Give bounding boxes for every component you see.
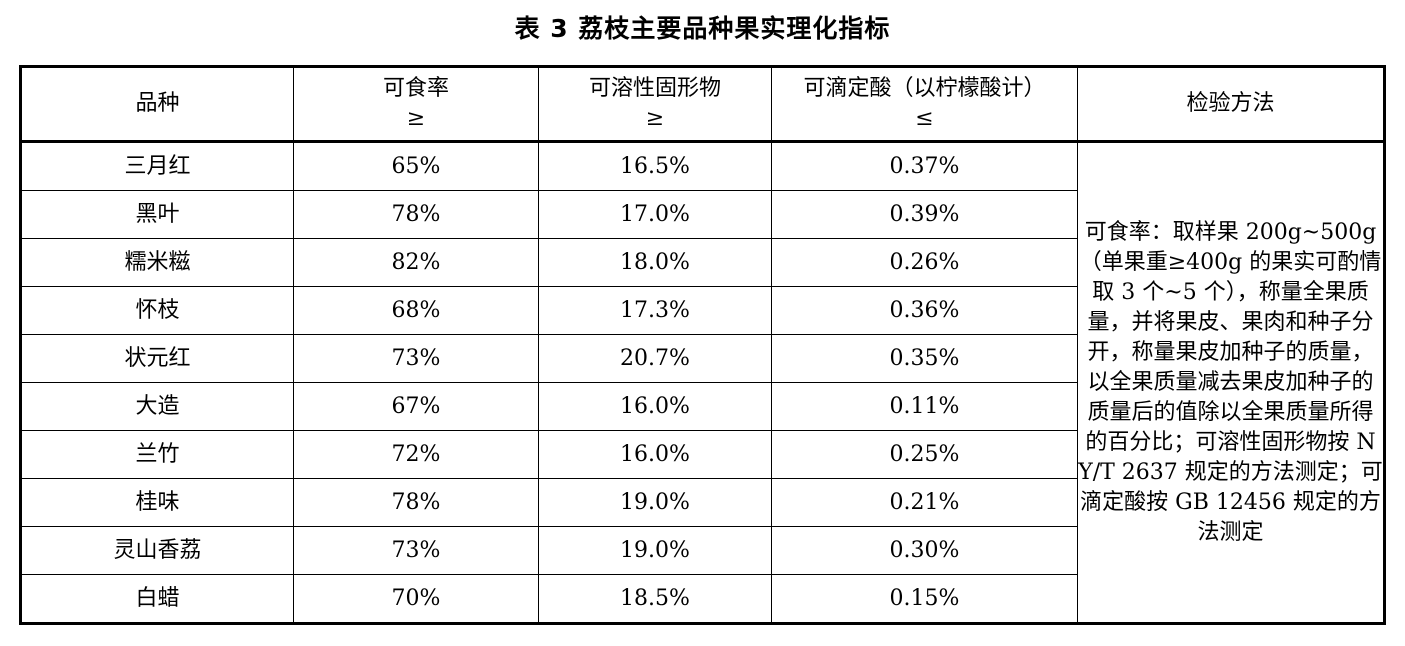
cell-soluble-solids: 16.0% xyxy=(538,430,772,479)
cell-soluble-solids: 16.0% xyxy=(538,382,772,431)
lychee-spec-table: 品种 可食率 ≥ 可溶性固形物 ≥ 可滴定酸（以柠檬酸计） ≤ 检验方法 三月红… xyxy=(19,65,1386,625)
header-edible-rate-symbol: ≥ xyxy=(406,106,426,131)
cell-variety: 怀枝 xyxy=(20,286,294,335)
cell-titratable-acid: 0.26% xyxy=(771,238,1078,287)
table-row: 兰竹 72% 16.0% 0.25% xyxy=(20,430,1385,479)
cell-soluble-solids: 18.5% xyxy=(538,574,772,624)
cell-titratable-acid: 0.37% xyxy=(771,141,1078,191)
header-variety: 品种 xyxy=(20,66,294,143)
cell-edible-rate: 78% xyxy=(293,190,539,239)
header-soluble-solids-symbol: ≥ xyxy=(645,106,665,131)
header-titratable-acid-symbol: ≤ xyxy=(915,106,934,131)
cell-titratable-acid: 0.21% xyxy=(771,478,1078,527)
cell-variety: 灵山香荔 xyxy=(20,526,294,575)
cell-titratable-acid: 0.11% xyxy=(771,382,1078,431)
cell-soluble-solids: 19.0% xyxy=(538,478,772,527)
cell-soluble-solids: 16.5% xyxy=(538,141,772,191)
table-row: 三月红 65% 16.5% 0.37% 可食率：取样果 200g~500g（单果… xyxy=(20,141,1385,624)
cell-titratable-acid: 0.39% xyxy=(771,190,1078,239)
cell-soluble-solids: 20.7% xyxy=(538,334,772,383)
header-titratable-acid: 可滴定酸（以柠檬酸计） ≤ xyxy=(771,66,1078,143)
cell-variety: 状元红 xyxy=(20,334,294,383)
table-title: 表 3 荔枝主要品种果实理化指标 xyxy=(514,14,891,43)
cell-variety: 大造 xyxy=(20,382,294,431)
cell-titratable-acid: 0.30% xyxy=(771,526,1078,575)
cell-variety: 白蜡 xyxy=(20,574,294,624)
cell-variety: 兰竹 xyxy=(20,430,294,479)
header-edible-rate-label: 可食率 xyxy=(382,76,449,101)
cell-variety: 桂味 xyxy=(20,478,294,527)
cell-titratable-acid: 0.36% xyxy=(771,286,1078,335)
cell-titratable-acid: 0.35% xyxy=(771,334,1078,383)
header-titratable-acid-label: 可滴定酸（以柠檬酸计） xyxy=(803,76,1046,101)
cell-soluble-solids: 18.0% xyxy=(538,238,772,287)
cell-edible-rate: 73% xyxy=(293,526,539,575)
cell-variety: 黑叶 xyxy=(20,190,294,239)
cell-titratable-acid: 0.15% xyxy=(771,574,1078,624)
table-row: 白蜡 70% 18.5% 0.15% xyxy=(20,574,1385,624)
cell-edible-rate: 78% xyxy=(293,478,539,527)
table-row: 大造 67% 16.0% 0.11% xyxy=(20,382,1385,431)
table-row: 桂味 78% 19.0% 0.21% xyxy=(20,478,1385,527)
cell-titratable-acid: 0.25% xyxy=(771,430,1078,479)
cell-soluble-solids: 17.0% xyxy=(538,190,772,239)
cell-edible-rate: 72% xyxy=(293,430,539,479)
cell-edible-rate: 73% xyxy=(293,334,539,383)
cell-edible-rate: 67% xyxy=(293,382,539,431)
cell-edible-rate: 65% xyxy=(293,141,539,191)
header-soluble-solids-label: 可溶性固形物 xyxy=(588,76,721,101)
cell-edible-rate: 68% xyxy=(293,286,539,335)
header-soluble-solids: 可溶性固形物 ≥ xyxy=(538,66,772,143)
cell-soluble-solids: 19.0% xyxy=(538,526,772,575)
header-method: 检验方法 xyxy=(1077,66,1385,143)
table-row: 怀枝 68% 17.3% 0.36% xyxy=(20,286,1385,335)
header-edible-rate: 可食率 ≥ xyxy=(293,66,539,143)
table-row: 状元红 73% 20.7% 0.35% xyxy=(20,334,1385,383)
table-header-row: 品种 可食率 ≥ 可溶性固形物 ≥ 可滴定酸（以柠檬酸计） ≤ 检验方法 xyxy=(20,66,1385,143)
cell-variety: 糯米糍 xyxy=(20,238,294,287)
cell-edible-rate: 82% xyxy=(293,238,539,287)
cell-edible-rate: 70% xyxy=(293,574,539,624)
cell-soluble-solids: 17.3% xyxy=(538,286,772,335)
cell-method: 可食率：取样果 200g~500g（单果重≥400g 的果实可酌情取 3 个~5… xyxy=(1077,141,1385,624)
cell-variety: 三月红 xyxy=(20,141,294,191)
